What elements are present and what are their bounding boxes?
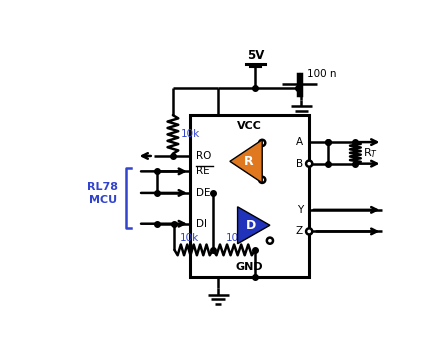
Text: DI: DI	[196, 219, 207, 229]
Text: B: B	[296, 159, 303, 169]
Bar	[190, 115, 309, 277]
Text: Y: Y	[297, 205, 303, 215]
Text: R$_T$: R$_T$	[363, 146, 378, 160]
Text: 10k: 10k	[180, 233, 200, 243]
Text: DE: DE	[196, 188, 210, 198]
Text: GND: GND	[236, 262, 264, 272]
Text: 5V: 5V	[247, 49, 264, 62]
Text: Z: Z	[296, 226, 303, 236]
Polygon shape	[238, 207, 270, 244]
Text: R: R	[245, 155, 254, 168]
Text: RL78
MCU: RL78 MCU	[87, 182, 118, 205]
Text: 10k: 10k	[181, 130, 200, 139]
Text: VCC: VCC	[237, 121, 262, 131]
Text: RO: RO	[196, 151, 211, 161]
Circle shape	[306, 228, 312, 235]
Circle shape	[259, 140, 265, 146]
Text: A: A	[296, 137, 303, 147]
Polygon shape	[230, 140, 262, 183]
Text: 100 n: 100 n	[307, 69, 337, 78]
Circle shape	[267, 238, 273, 244]
Text: RE: RE	[196, 166, 210, 176]
Text: 10k: 10k	[226, 233, 245, 243]
Text: D: D	[245, 219, 256, 232]
Circle shape	[259, 177, 265, 183]
Circle shape	[306, 161, 312, 167]
